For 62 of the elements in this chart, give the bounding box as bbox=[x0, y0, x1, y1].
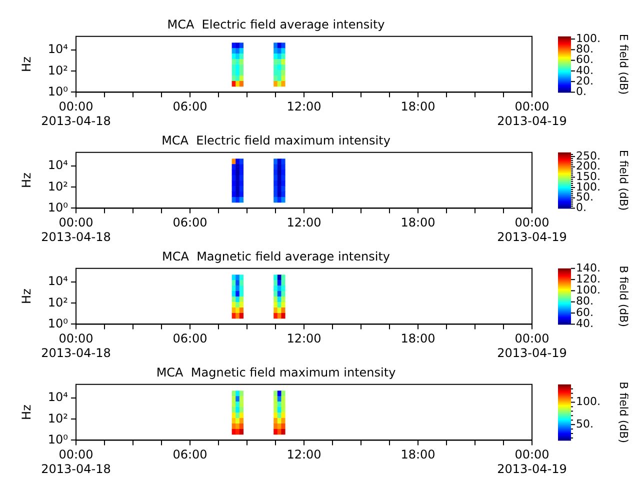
y-tick-label: 10⁴ bbox=[48, 42, 68, 56]
color-bar-title: B field (dB) bbox=[617, 382, 630, 443]
color-bar-label: 200. bbox=[576, 160, 600, 173]
chart-title: MCA Magnetic field maximum intensity bbox=[156, 365, 396, 380]
y-tick-label: 10⁰ bbox=[48, 432, 68, 446]
y-tick-label: 10⁴ bbox=[48, 390, 68, 404]
color-bar-label: 0. bbox=[576, 201, 586, 214]
x-tick-label: 00:00 2013-04-19 bbox=[497, 332, 567, 360]
color-bar-title: B field (dB) bbox=[617, 266, 630, 327]
chart-title: MCA Electric field average intensity bbox=[167, 17, 385, 32]
y-axis-title: Hz bbox=[19, 172, 34, 188]
x-tick-label: 18:00 bbox=[400, 332, 436, 346]
x-tick-label: 00:00 2013-04-18 bbox=[41, 448, 111, 476]
color-bar-label: 80. bbox=[576, 42, 594, 56]
y-tick-label: 10⁰ bbox=[48, 316, 68, 330]
color-bar-label: 50. bbox=[576, 190, 594, 204]
x-tick-label: 12:00 bbox=[286, 100, 322, 114]
color-bar-label: 100. bbox=[576, 284, 600, 297]
x-tick-label: 06:00 bbox=[172, 216, 208, 230]
x-tick-label: 00:00 2013-04-18 bbox=[41, 216, 111, 244]
x-tick-label: 12:00 bbox=[286, 216, 322, 230]
color-bar-label: 40. bbox=[576, 317, 594, 330]
chart-title: MCA Electric field maximum intensity bbox=[162, 133, 390, 148]
color-bar-label: 120. bbox=[576, 272, 600, 286]
color-bar-label: 80. bbox=[576, 294, 594, 308]
y-axis-title: Hz bbox=[19, 404, 34, 420]
chart-title: MCA Magnetic field average intensity bbox=[162, 249, 390, 264]
color-bar-label: 0. bbox=[576, 85, 586, 98]
color-bar-title: E field (dB) bbox=[617, 34, 630, 95]
color-bar-label: 140. bbox=[576, 261, 600, 274]
x-tick-label: 12:00 bbox=[286, 332, 322, 346]
color-bar-label: 40. bbox=[576, 64, 594, 77]
x-tick-label: 00:00 2013-04-19 bbox=[497, 100, 567, 128]
color-bar-label: 60. bbox=[576, 53, 594, 66]
color-bar-label: 250. bbox=[576, 149, 600, 162]
y-tick-label: 10² bbox=[48, 63, 68, 78]
color-bar-label: 100. bbox=[576, 32, 600, 45]
y-tick-label: 10⁴ bbox=[48, 274, 68, 288]
color-bar-title: E field (dB) bbox=[617, 150, 630, 211]
x-tick-label: 00:00 2013-04-19 bbox=[497, 448, 567, 476]
x-tick-label: 06:00 bbox=[172, 332, 208, 346]
x-tick-label: 06:00 bbox=[172, 100, 208, 114]
y-tick-label: 10² bbox=[48, 411, 68, 426]
x-tick-label: 00:00 2013-04-18 bbox=[41, 100, 111, 128]
x-tick-label: 18:00 bbox=[400, 448, 436, 462]
y-axis-title: Hz bbox=[19, 288, 34, 304]
color-bar-label: 60. bbox=[576, 306, 594, 319]
x-tick-label: 18:00 bbox=[400, 100, 436, 114]
y-tick-label: 10² bbox=[48, 179, 68, 194]
x-tick-label: 00:00 2013-04-18 bbox=[41, 332, 111, 360]
y-axis-title: Hz bbox=[19, 56, 34, 72]
color-bar-label: 50. bbox=[576, 417, 594, 430]
x-tick-label: 12:00 bbox=[286, 448, 322, 462]
y-tick-label: 10⁰ bbox=[48, 84, 68, 98]
x-tick-label: 18:00 bbox=[400, 216, 436, 230]
x-tick-label: 06:00 bbox=[172, 448, 208, 462]
y-tick-label: 10⁰ bbox=[48, 200, 68, 214]
color-bar-label: 100. bbox=[576, 395, 600, 408]
x-tick-label: 00:00 2013-04-19 bbox=[497, 216, 567, 244]
color-bar-label: 20. bbox=[576, 74, 594, 88]
y-tick-label: 10⁴ bbox=[48, 158, 68, 172]
y-tick-label: 10² bbox=[48, 295, 68, 310]
